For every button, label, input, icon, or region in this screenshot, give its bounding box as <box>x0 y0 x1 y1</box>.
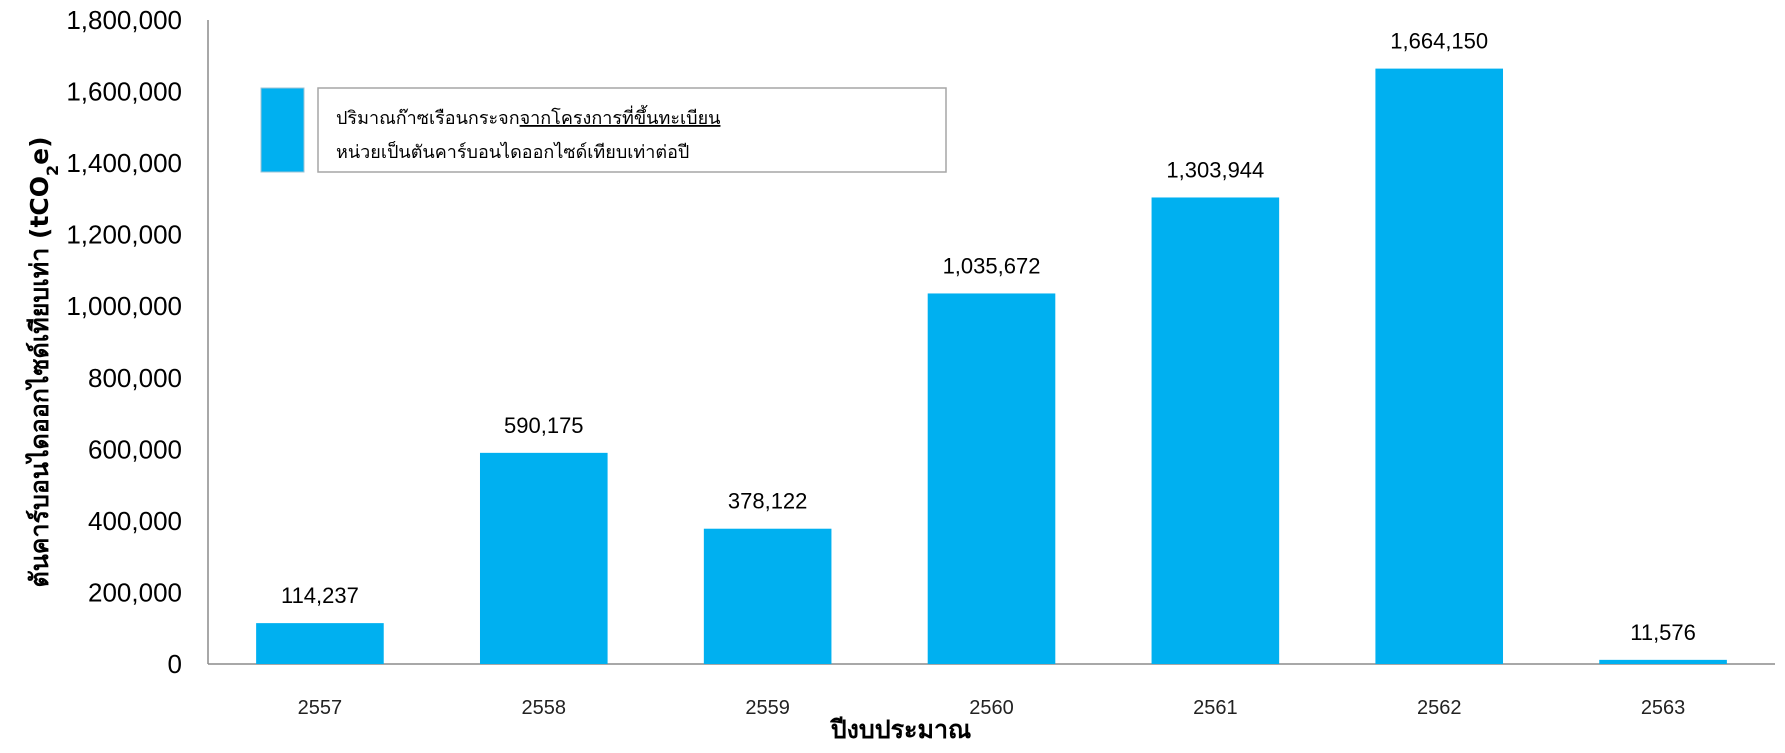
bar <box>927 293 1056 664</box>
data-label: 378,122 <box>728 489 808 514</box>
legend-box <box>317 87 947 173</box>
y-tick-label: 200,000 <box>88 577 182 607</box>
category-labels: 2557 2558 2559 2560 2561 2562 2563 <box>298 697 1686 719</box>
category-label: 2562 <box>1417 697 1462 719</box>
y-tick-label: 1,400,000 <box>66 148 182 178</box>
data-label: 114,237 <box>281 583 359 608</box>
y-axis-title-tail: e) <box>25 136 54 164</box>
data-label: 1,035,672 <box>943 253 1041 278</box>
legend-line-1-underlined: จากโครงการที่ขึ้นทะเบียน <box>520 105 721 129</box>
bars <box>256 68 1727 664</box>
y-tick-label: 1,200,000 <box>66 220 182 250</box>
y-tick-label: 0 <box>168 649 182 679</box>
category-label: 2561 <box>1193 697 1238 719</box>
y-tick-label: 1,000,000 <box>66 291 182 321</box>
bar <box>256 623 384 664</box>
data-labels: 114,237 590,175 378,122 1,035,672 1,303,944 1… <box>281 29 1696 645</box>
y-tick-label: 1,800,000 <box>66 5 182 35</box>
y-tick-label: 800,000 <box>88 363 182 393</box>
y-axis-title: ตันคาร์บอนไดออกไซด์เทียบเท่า (tCO2e) <box>24 136 62 587</box>
category-label: 2560 <box>969 697 1014 719</box>
bar <box>1375 68 1504 664</box>
legend-swatch <box>260 87 305 173</box>
y-axis-title-main: ตันคาร์บอนไดออกไซด์เทียบเท่า (tCO <box>24 176 54 588</box>
category-label: 2563 <box>1641 697 1686 719</box>
category-label: 2559 <box>745 697 790 719</box>
y-axis-title-sub: 2 <box>43 165 62 176</box>
data-label: 1,303,944 <box>1166 157 1264 182</box>
legend-line-2: หน่วยเป็นตันคาร์บอนไดออกไซด์เทียบเท่าต่อ… <box>336 140 689 163</box>
data-label: 590,175 <box>504 413 584 438</box>
legend-line-1-plain: ปริมาณก๊าซเรือนกระจก <box>336 108 520 129</box>
bar <box>1599 659 1727 664</box>
y-tick-labels: 0 200,000 400,000 600,000 800,000 1,000,000 1,… <box>66 5 182 679</box>
y-tick-label: 1,600,000 <box>66 77 182 107</box>
category-label: 2558 <box>522 697 567 719</box>
y-tick-label: 600,000 <box>88 434 182 464</box>
bar <box>703 528 832 664</box>
legend-line-1: ปริมาณก๊าซเรือนกระจกจากโครงการที่ขึ้นทะเ… <box>336 105 720 129</box>
bar <box>479 452 608 664</box>
category-label: 2557 <box>298 697 343 719</box>
data-label: 11,576 <box>1630 620 1696 645</box>
bar <box>1151 197 1280 664</box>
legend: ปริมาณก๊าซเรือนกระจกจากโครงการที่ขึ้นทะเ… <box>260 87 947 173</box>
data-label: 1,664,150 <box>1390 29 1488 54</box>
x-axis-title: ปีงบประมาณ <box>829 715 971 744</box>
y-tick-label: 400,000 <box>88 506 182 536</box>
